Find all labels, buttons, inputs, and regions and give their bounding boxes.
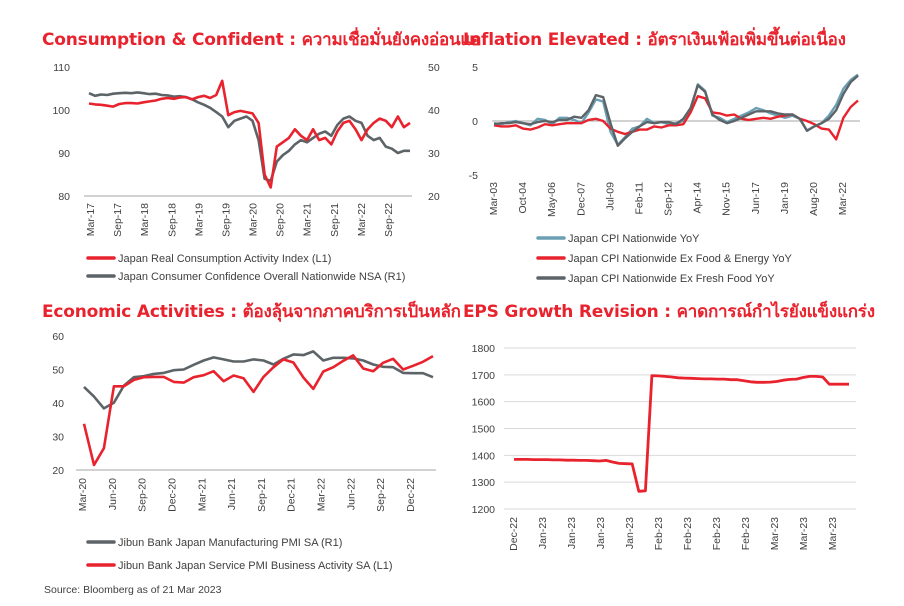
inflation-x-tick: Oct-04: [517, 182, 529, 214]
consumption-x-tick: Mar-19: [193, 203, 205, 236]
inflation-x-tick: Jan-19: [779, 182, 791, 214]
consumption-y-left-tick: 100: [52, 105, 70, 117]
inflation-x-tick: Sep-12: [663, 182, 675, 216]
inflation-series-headline-line: [493, 73, 859, 146]
consumption-x-tick: Mar-18: [139, 203, 151, 236]
activity-x-tick: Sep-21: [256, 478, 268, 512]
eps-x-tick: Jan-23: [624, 517, 636, 549]
inflation-x-tick: Mar-22: [837, 182, 849, 215]
consumption-x-tick: Sep-19: [220, 203, 232, 237]
eps-x-tick: Feb-23: [740, 517, 752, 550]
consumption-y-right-tick: 30: [428, 148, 440, 160]
inflation-y-tick: 5: [472, 62, 478, 74]
activity-x-tick: Dec-20: [166, 478, 178, 512]
eps-x-tick: Feb-23: [653, 517, 665, 550]
inflation-x-tick: Jun-17: [750, 182, 762, 214]
consumption-y-right-tick: 40: [428, 105, 440, 117]
inflation-y-tick: -5: [469, 170, 478, 182]
inflation-y-tick: 0: [472, 116, 478, 128]
inflation-legend-headline-label: Japan CPI Nationwide YoY: [568, 233, 700, 245]
activity-y-tick: 60: [52, 331, 64, 343]
eps-y-tick: 1300: [472, 477, 496, 489]
inflation-x-tick: Jul-09: [604, 182, 616, 211]
consumption-series-activity-line: [88, 79, 411, 189]
eps-y-tick: 1700: [472, 370, 496, 382]
inflation-x-tick: Dec-07: [575, 182, 587, 216]
source-note: Source: Bloomberg as of 21 Mar 2023: [44, 584, 222, 596]
activity-legend-services-label: Jibun Bank Japan Service PMI Business Ac…: [118, 560, 393, 572]
chart-title-eps: EPS Growth Revision : คาดการณ์กำไรยังแข็…: [463, 302, 875, 322]
consumption-series-confidence-line: [88, 91, 410, 183]
consumption-y-left-tick: 80: [58, 191, 70, 203]
eps-y-tick: 1200: [472, 504, 496, 516]
chart-title-inflation: Inflation Elevated : อัตราเงินเฟ้อเพิ่มข…: [463, 30, 846, 50]
eps-x-tick: Dec-22: [508, 517, 520, 551]
inflation-x-tick: Aug-20: [808, 182, 820, 216]
eps-y-tick: 1800: [472, 343, 496, 355]
inflation-x-tick: Mar-03: [488, 182, 500, 215]
consumption-x-tick: Mar-20: [248, 203, 260, 236]
eps-y-tick: 1500: [472, 424, 496, 436]
eps-series-line: [514, 374, 849, 493]
consumption-legend-confidence-label: Japan Consumer Confidence Overall Nation…: [118, 271, 405, 283]
activity-y-tick: 30: [52, 432, 64, 444]
inflation-x-tick: Apr-14: [692, 182, 704, 214]
inflation-series-exfresh-line: [493, 74, 859, 147]
eps-x-tick: Jan-23: [537, 517, 549, 549]
activity-x-tick: Sep-20: [137, 478, 149, 512]
activity-y-tick: 20: [52, 465, 64, 477]
inflation-x-tick: May-06: [546, 182, 558, 217]
chart-title-activity: Economic Activities : ต้องลุ้นจากภาคบริก…: [42, 302, 461, 322]
consumption-x-tick: Mar-17: [85, 203, 97, 236]
inflation-x-tick: Feb-11: [633, 182, 645, 215]
consumption-legend-activity-label: Japan Real Consumption Activity Index (L…: [118, 253, 331, 265]
activity-x-tick: Jun-22: [345, 478, 357, 510]
eps-x-tick: Jan-23: [595, 517, 607, 549]
eps-x-tick: Mar-23: [798, 517, 810, 550]
activity-x-tick: Dec-21: [286, 478, 298, 512]
chart-title-consumption: Consumption & Confident : ความเชื่อมั่นย…: [42, 30, 482, 50]
consumption-y-right-tick: 20: [428, 191, 440, 203]
activity-series-services-line: [82, 354, 434, 467]
consumption-y-left-tick: 90: [58, 148, 70, 160]
activity-x-tick: Mar-20: [77, 478, 89, 511]
consumption-x-tick: Sep-20: [275, 203, 287, 237]
activity-legend-manufacturing-label: Jibun Bank Japan Manufacturing PMI SA (R…: [118, 537, 342, 549]
eps-x-tick: Mar-23: [827, 517, 839, 550]
activity-x-tick: Jun-21: [226, 478, 238, 510]
consumption-x-tick: Sep-17: [112, 203, 124, 237]
consumption-x-tick: Mar-21: [302, 203, 314, 236]
eps-y-tick: 1600: [472, 397, 496, 409]
inflation-series-core-line: [493, 95, 859, 141]
consumption-x-tick: Sep-18: [166, 203, 178, 237]
inflation-legend-exfresh-label: Japan CPI Nationwide Ex Fresh Food YoY: [568, 273, 775, 285]
eps-x-tick: Feb-23: [682, 517, 694, 550]
consumption-x-tick: Mar-22: [356, 203, 368, 236]
consumption-x-tick: Sep-22: [383, 203, 395, 237]
consumption-y-right-tick: 50: [428, 62, 440, 74]
eps-y-tick: 1400: [472, 450, 496, 462]
inflation-legend-core-label: Japan CPI Nationwide Ex Food & Energy Yo…: [568, 253, 792, 265]
consumption-x-tick: Sep-21: [329, 203, 341, 237]
eps-x-tick: Mar-23: [769, 517, 781, 550]
activity-x-tick: Jun-20: [107, 478, 119, 510]
activity-x-tick: Sep-22: [375, 478, 387, 512]
activity-x-tick: Mar-22: [316, 478, 328, 511]
inflation-x-tick: Nov-15: [721, 182, 733, 216]
activity-y-tick: 50: [52, 365, 64, 377]
consumption-y-left-tick: 110: [53, 62, 70, 74]
eps-x-tick: Jan-23: [566, 517, 578, 549]
eps-x-tick: Feb-23: [711, 517, 723, 550]
activity-y-tick: 40: [52, 398, 64, 410]
activity-x-tick: Dec-22: [405, 478, 417, 512]
activity-x-tick: Mar-21: [196, 478, 208, 511]
